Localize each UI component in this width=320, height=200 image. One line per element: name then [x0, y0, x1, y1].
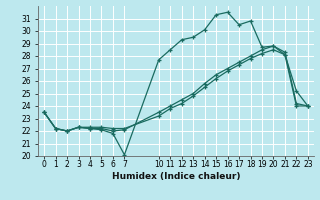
X-axis label: Humidex (Indice chaleur): Humidex (Indice chaleur) [112, 172, 240, 181]
